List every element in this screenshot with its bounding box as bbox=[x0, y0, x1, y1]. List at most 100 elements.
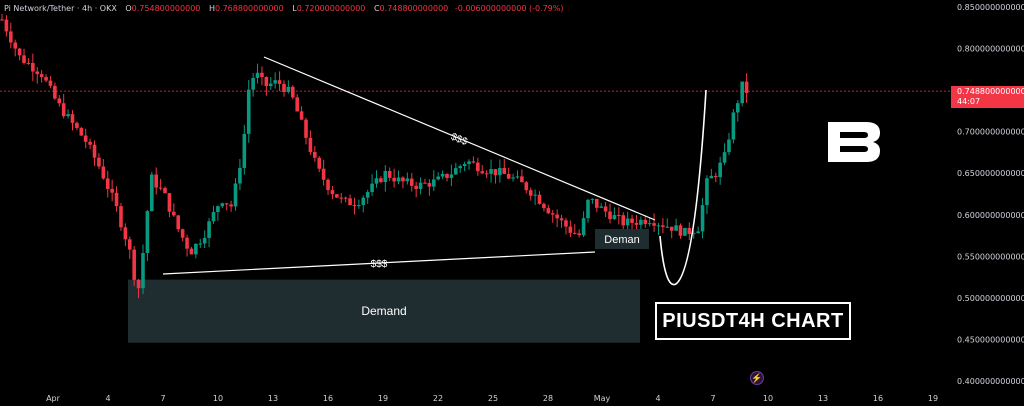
candle-body bbox=[467, 161, 471, 165]
candle-body bbox=[211, 212, 216, 222]
candle-body bbox=[625, 218, 630, 226]
price-tick-label: 0.800000000000 bbox=[957, 45, 1024, 54]
candle-body bbox=[127, 239, 132, 250]
candle-body bbox=[255, 72, 260, 79]
price-tick-label: 0.400000000000 bbox=[957, 377, 1024, 386]
time-tick-label: 7 bbox=[160, 394, 165, 403]
candle-body bbox=[687, 227, 692, 234]
candle-body bbox=[238, 167, 242, 184]
candle-body bbox=[202, 237, 207, 244]
chart-title-box: PIUSDT4H CHART bbox=[655, 302, 851, 340]
candle-body bbox=[79, 127, 84, 136]
close-label: C bbox=[373, 4, 380, 13]
candle-body bbox=[427, 182, 432, 187]
small-demand-label: Deman bbox=[604, 234, 639, 246]
candle-body bbox=[290, 86, 295, 98]
candle-body bbox=[621, 215, 626, 226]
high-value: 0.768800000000 bbox=[214, 4, 284, 13]
small-demand-box bbox=[595, 229, 649, 249]
candle-body bbox=[4, 19, 9, 32]
candle-body bbox=[709, 175, 714, 179]
candle-body bbox=[652, 223, 656, 226]
time-tick-label: May bbox=[594, 394, 611, 403]
candle-body bbox=[744, 81, 749, 93]
upper-trendline bbox=[263, 56, 656, 221]
candle-body bbox=[321, 168, 326, 180]
candle-body bbox=[542, 203, 546, 209]
candle-body bbox=[564, 220, 568, 227]
candle-body bbox=[599, 206, 604, 208]
candle-body bbox=[559, 218, 564, 221]
candle-body bbox=[357, 205, 361, 207]
candle-body bbox=[101, 166, 106, 179]
candle-body bbox=[172, 211, 176, 216]
time-tick-label: 10 bbox=[213, 394, 223, 403]
candle-body bbox=[603, 206, 608, 212]
candle-body bbox=[154, 174, 159, 188]
candle-body bbox=[9, 31, 13, 43]
candle-body bbox=[229, 204, 233, 207]
candle-body bbox=[665, 226, 670, 228]
candle-body bbox=[498, 167, 502, 176]
price-tick-label: 0.850000000000 bbox=[957, 3, 1024, 12]
candle-body bbox=[445, 173, 449, 178]
candle-body bbox=[476, 162, 480, 172]
candle-body bbox=[216, 206, 220, 213]
candle-body bbox=[617, 215, 621, 217]
candle-body bbox=[572, 232, 577, 234]
candle-body bbox=[39, 74, 44, 78]
time-tick-label: 4 bbox=[105, 394, 110, 403]
candle-body bbox=[489, 169, 493, 174]
candle-body bbox=[119, 206, 123, 228]
candle-body bbox=[268, 83, 273, 87]
candle-body bbox=[339, 197, 344, 199]
candle-body bbox=[379, 178, 383, 183]
candle-body bbox=[656, 225, 661, 227]
candle-body bbox=[61, 103, 66, 117]
candle-body bbox=[731, 112, 736, 140]
candle-body bbox=[696, 231, 700, 234]
candle-body bbox=[396, 177, 401, 182]
time-tick-label: 19 bbox=[378, 394, 388, 403]
candle-body bbox=[740, 81, 744, 104]
candle-body bbox=[242, 133, 247, 168]
candle-body bbox=[194, 243, 198, 255]
candle-body bbox=[612, 215, 617, 220]
candle-body bbox=[414, 185, 418, 189]
lightning-icon[interactable]: ⚡ bbox=[750, 371, 764, 385]
candle-body bbox=[365, 192, 370, 198]
time-axis: Apr 4 7 10 13 16 19 22 25 28 May 4 7 10 13 16 19 bbox=[46, 394, 938, 403]
candle-body bbox=[555, 214, 559, 219]
candle-body bbox=[537, 194, 542, 204]
candle-body bbox=[0, 19, 4, 21]
candle-body bbox=[458, 166, 463, 169]
time-tick-label: 16 bbox=[873, 394, 883, 403]
candle-body bbox=[26, 62, 31, 64]
candle-body bbox=[233, 183, 238, 207]
candle-body bbox=[524, 182, 529, 191]
candle-body bbox=[568, 226, 573, 233]
time-tick-label: 19 bbox=[928, 394, 938, 403]
candle-body bbox=[502, 167, 507, 174]
candle-body bbox=[392, 177, 396, 182]
candle-body bbox=[449, 174, 454, 178]
time-tick-label: 10 bbox=[763, 394, 773, 403]
candles bbox=[0, 13, 749, 299]
candle-body bbox=[110, 188, 114, 193]
candle-body bbox=[308, 137, 313, 152]
candle-body bbox=[348, 198, 352, 206]
candle-body bbox=[343, 197, 348, 199]
candle-body bbox=[669, 226, 674, 231]
low-label: L bbox=[292, 4, 297, 13]
candle-body bbox=[53, 85, 57, 99]
time-tick-label: 13 bbox=[268, 394, 278, 403]
candle-body bbox=[722, 152, 727, 163]
last-price-tag: 0.748800000000 44:07 bbox=[951, 86, 1024, 108]
candle-body bbox=[727, 139, 731, 153]
candle-body bbox=[145, 211, 150, 254]
symbol-header: Pi Network/Tether · 4h · OKX O0.75480000… bbox=[4, 4, 564, 13]
candle-body bbox=[167, 193, 172, 212]
candle-body bbox=[454, 168, 458, 175]
candle-countdown: 44:07 bbox=[957, 97, 981, 106]
